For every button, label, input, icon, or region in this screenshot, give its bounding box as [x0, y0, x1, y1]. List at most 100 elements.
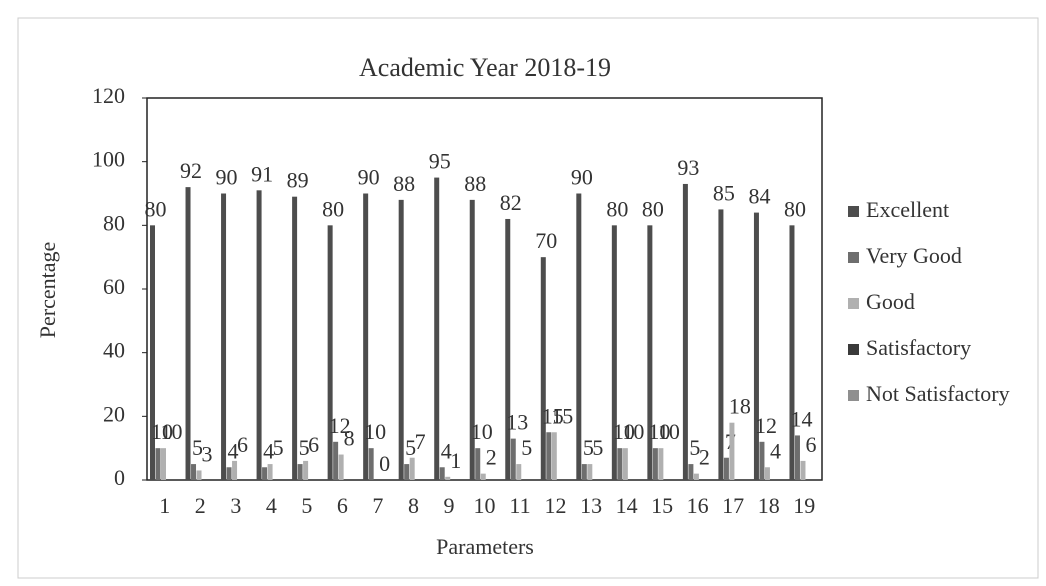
legend-label: Not Satisfactory [866, 381, 1010, 406]
x-tick-label: 2 [195, 493, 206, 518]
bar [262, 467, 268, 480]
x-tick-label: 8 [408, 493, 419, 518]
data-label: 80 [322, 196, 344, 221]
data-label: 5 [192, 435, 203, 460]
bar [150, 225, 155, 480]
data-label: 80 [606, 196, 628, 221]
data-label: 15 [551, 403, 573, 428]
bar [480, 473, 486, 480]
bar [510, 438, 516, 480]
data-label: 5 [273, 435, 284, 460]
data-label: 93 [677, 155, 699, 180]
data-label: 4 [228, 438, 239, 463]
data-label: 10 [364, 419, 386, 444]
data-label: 10 [648, 419, 670, 444]
x-tick-label: 19 [793, 493, 815, 518]
data-label: 5 [583, 435, 594, 460]
data-label: 88 [464, 171, 486, 196]
bar [398, 199, 404, 480]
bar [723, 457, 729, 480]
bar [434, 177, 440, 481]
legend-swatch [848, 390, 859, 401]
x-tick-label: 12 [545, 493, 567, 518]
bar [682, 183, 688, 480]
data-label: 0 [379, 451, 390, 476]
bar [409, 457, 415, 480]
x-tick-label: 9 [443, 493, 454, 518]
bar [161, 448, 166, 480]
y-tick-label: 60 [103, 274, 125, 299]
bar [658, 448, 664, 480]
data-label: 5 [592, 435, 603, 460]
data-label: 92 [180, 158, 202, 183]
data-label: 1 [450, 448, 461, 473]
bar [185, 187, 191, 480]
bar [789, 225, 795, 480]
data-label: 84 [748, 184, 770, 209]
bar [267, 464, 273, 480]
y-tick-label: 40 [103, 338, 125, 363]
x-tick-label: 13 [580, 493, 602, 518]
bar [327, 225, 333, 480]
bar [540, 257, 546, 480]
bar [191, 464, 197, 480]
data-label: 95 [429, 149, 451, 174]
bar [729, 422, 735, 480]
bar [445, 476, 451, 480]
x-tick-label: 15 [651, 493, 673, 518]
bar [256, 190, 262, 481]
bar [551, 432, 557, 480]
x-tick-label: 16 [687, 493, 709, 518]
bar [232, 460, 238, 480]
bar [764, 467, 770, 480]
data-label: 70 [535, 228, 557, 253]
data-label: 12 [755, 413, 777, 438]
x-tick-label: 7 [372, 493, 383, 518]
data-label: 2 [486, 445, 497, 470]
bar [800, 460, 806, 480]
data-label: 10 [161, 419, 183, 444]
data-label: 7 [415, 429, 426, 454]
data-label: 14 [790, 406, 812, 431]
data-label: 80 [145, 196, 167, 221]
bar [652, 448, 658, 480]
data-label: 6 [308, 432, 319, 457]
data-label: 82 [500, 190, 522, 215]
bar [338, 454, 344, 480]
data-label: 5 [521, 435, 532, 460]
x-tick-label: 14 [616, 493, 638, 518]
data-label: 80 [642, 196, 664, 221]
legend-label: Very Good [866, 243, 962, 268]
y-tick-label: 120 [92, 83, 125, 108]
data-label: 6 [237, 432, 248, 457]
data-label: 80 [784, 196, 806, 221]
data-label: 4 [770, 438, 781, 463]
legend-swatch [848, 344, 859, 355]
bar [576, 193, 582, 480]
bar [221, 193, 227, 480]
x-tick-label: 1 [159, 493, 170, 518]
y-axis-label: Percentage [35, 242, 60, 339]
bar [303, 460, 309, 480]
bar [475, 448, 481, 480]
bar [693, 473, 699, 480]
bar [611, 225, 617, 480]
data-label: 88 [393, 171, 415, 196]
data-label: 12 [329, 413, 351, 438]
data-label: 89 [287, 168, 309, 193]
data-label: 18 [729, 394, 751, 419]
data-label: 8 [344, 426, 355, 451]
bar [368, 448, 374, 480]
bar [581, 464, 587, 480]
legend-swatch [848, 206, 859, 217]
data-label: 15 [542, 403, 564, 428]
x-tick-label: 17 [722, 493, 744, 518]
data-label: 5 [689, 435, 700, 460]
x-tick-label: 18 [758, 493, 780, 518]
x-tick-label: 3 [230, 493, 241, 518]
bar [546, 432, 552, 480]
legend-swatch [848, 252, 859, 263]
legend-swatch [848, 298, 859, 309]
bar [794, 435, 800, 480]
data-label: 4 [263, 438, 274, 463]
